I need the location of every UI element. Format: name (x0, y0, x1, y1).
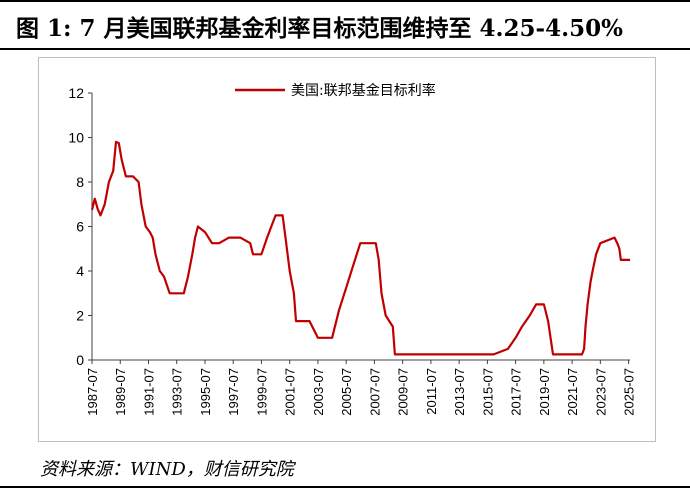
x-tick-label: 2019-07 (537, 368, 552, 416)
y-axis: 0 2 4 6 8 10 12 (68, 85, 93, 368)
figure-title: 图 1: 7 月美国联邦基金利率目标范围维持至 4.25-4.50% (16, 15, 623, 42)
title-bar: 图 1: 7 月美国联邦基金利率目标范围维持至 4.25-4.50% (0, 0, 690, 50)
legend-label: 美国:联邦基金目标利率 (291, 82, 436, 99)
series-group (90, 140, 630, 356)
series-line (90, 140, 630, 356)
x-tick-label: 2015-07 (480, 368, 495, 416)
x-tick-label: 1995-07 (198, 368, 213, 416)
y-tick-label: 8 (76, 174, 84, 190)
x-tick-label: 1993-07 (170, 368, 185, 416)
x-tick-label: 2017-07 (509, 368, 524, 416)
x-tick-label: 2009-07 (396, 368, 411, 416)
x-axis: 1987-07 1989-07 1991-07 1993-07 1995-07 1997-… (85, 359, 637, 416)
x-tick-label: 2001-07 (283, 368, 298, 416)
y-tick-label: 10 (68, 130, 84, 146)
x-tick-label: 1999-07 (254, 368, 269, 416)
chart-panel (38, 57, 656, 442)
source-note: 资料来源：WIND，财信研究院 (40, 459, 294, 480)
y-tick-label: 6 (76, 219, 84, 235)
x-tick-label: 2007-07 (367, 368, 382, 416)
x-tick-label: 1987-07 (85, 368, 100, 416)
x-tick-label: 2013-07 (452, 368, 467, 416)
y-tick-label: 2 (76, 308, 84, 324)
x-tick-label: 2005-07 (339, 368, 354, 416)
x-tick-label: 1991-07 (141, 368, 156, 416)
x-tick-label: 2011-07 (424, 368, 439, 415)
x-tick-label: 2025-07 (622, 368, 637, 416)
y-tick-label: 4 (76, 263, 84, 279)
x-tick-label: 1989-07 (113, 368, 128, 416)
bottom-rule (0, 486, 690, 488)
legend: 美国:联邦基金目标利率 (235, 82, 436, 99)
y-tick-label: 12 (68, 85, 84, 101)
x-tick-label: 2003-07 (311, 368, 326, 416)
y-tick-label: 0 (76, 352, 84, 368)
x-tick-label: 1997-07 (226, 368, 241, 416)
x-tick-label: 2023-07 (593, 368, 608, 416)
x-tick-label: 2021-07 (565, 368, 580, 416)
